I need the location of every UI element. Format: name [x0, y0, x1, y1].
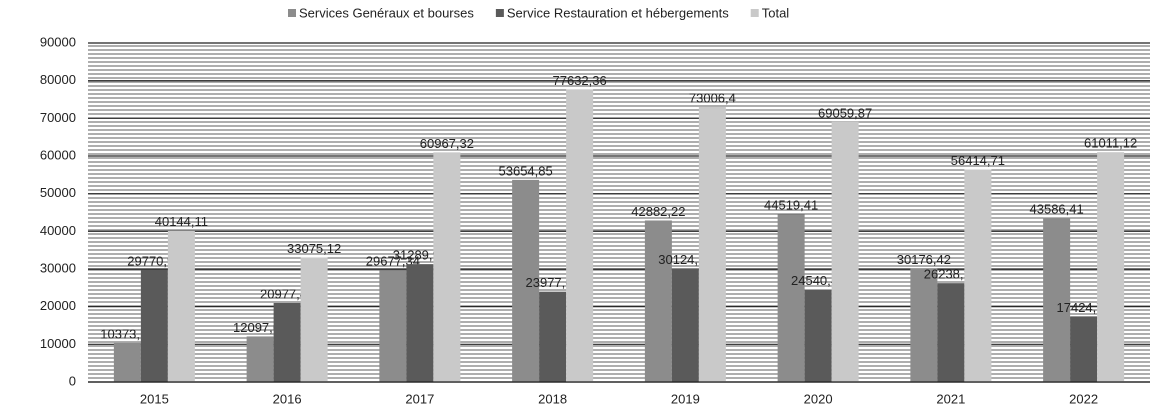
x-tick-label: 2020 — [804, 391, 833, 406]
value-label: 42882,22 — [631, 204, 685, 219]
y-tick-label: 50000 — [40, 185, 76, 200]
bar — [777, 214, 805, 382]
bar — [831, 121, 859, 383]
bar — [512, 179, 540, 382]
bar — [910, 268, 938, 382]
bar — [433, 152, 461, 382]
x-tick-label: 2015 — [140, 391, 169, 406]
bar — [671, 268, 699, 382]
legend-label: Service Restauration et hébergements — [507, 5, 729, 20]
value-label: 44519,41 — [764, 198, 818, 213]
value-label: 60967,32 — [420, 136, 474, 151]
y-tick-label: 60000 — [40, 147, 76, 162]
bar — [140, 269, 168, 382]
y-tick-label: 20000 — [40, 298, 76, 313]
bar — [566, 89, 594, 382]
value-label: 53654,85 — [499, 163, 553, 178]
bar — [937, 283, 965, 382]
bar — [698, 107, 726, 383]
y-tick-label: 30000 — [40, 260, 76, 275]
bar — [167, 230, 195, 382]
legend-label: Services Genéraux et bourses — [299, 5, 474, 20]
x-tick-label: 2021 — [936, 391, 965, 406]
value-label: 69059,87 — [818, 105, 872, 120]
legend-label: Total — [762, 5, 790, 20]
value-label: 33075,12 — [287, 241, 341, 256]
bar — [1070, 316, 1098, 382]
y-tick-label: 90000 — [40, 34, 76, 49]
bar — [273, 302, 301, 382]
bar — [644, 220, 672, 382]
x-tick-label: 2022 — [1069, 391, 1098, 406]
x-tick-label: 2016 — [273, 391, 302, 406]
x-tick-label: 2018 — [538, 391, 567, 406]
value-label: 73006,4 — [689, 90, 736, 105]
value-label: 30176,42 — [897, 252, 951, 267]
value-label: 77632,36 — [553, 73, 607, 88]
value-label: 40144,11 — [155, 214, 208, 229]
value-label: 43586,41 — [1030, 201, 1084, 216]
y-tick-label: 80000 — [40, 72, 76, 87]
y-tick-label: 0 — [69, 373, 76, 388]
bar — [804, 289, 832, 382]
value-label: 56414,71 — [951, 153, 1005, 168]
bar — [406, 264, 434, 382]
legend-swatch — [750, 9, 759, 17]
bar — [379, 270, 407, 382]
y-tick-label: 40000 — [40, 223, 76, 238]
bar — [1043, 217, 1071, 382]
legend-swatch — [288, 9, 296, 17]
bar — [1097, 152, 1125, 382]
bar — [964, 169, 992, 382]
bar — [539, 291, 567, 382]
y-tick-label: 70000 — [40, 110, 76, 125]
bar — [246, 336, 274, 382]
y-tick-label: 10000 — [40, 336, 76, 351]
bar — [300, 257, 328, 382]
value-label: 61011,12 — [1084, 136, 1137, 151]
x-tick-label: 2019 — [671, 391, 700, 406]
x-tick-label: 2017 — [405, 391, 434, 406]
bar — [113, 342, 141, 382]
legend-swatch — [495, 9, 504, 17]
